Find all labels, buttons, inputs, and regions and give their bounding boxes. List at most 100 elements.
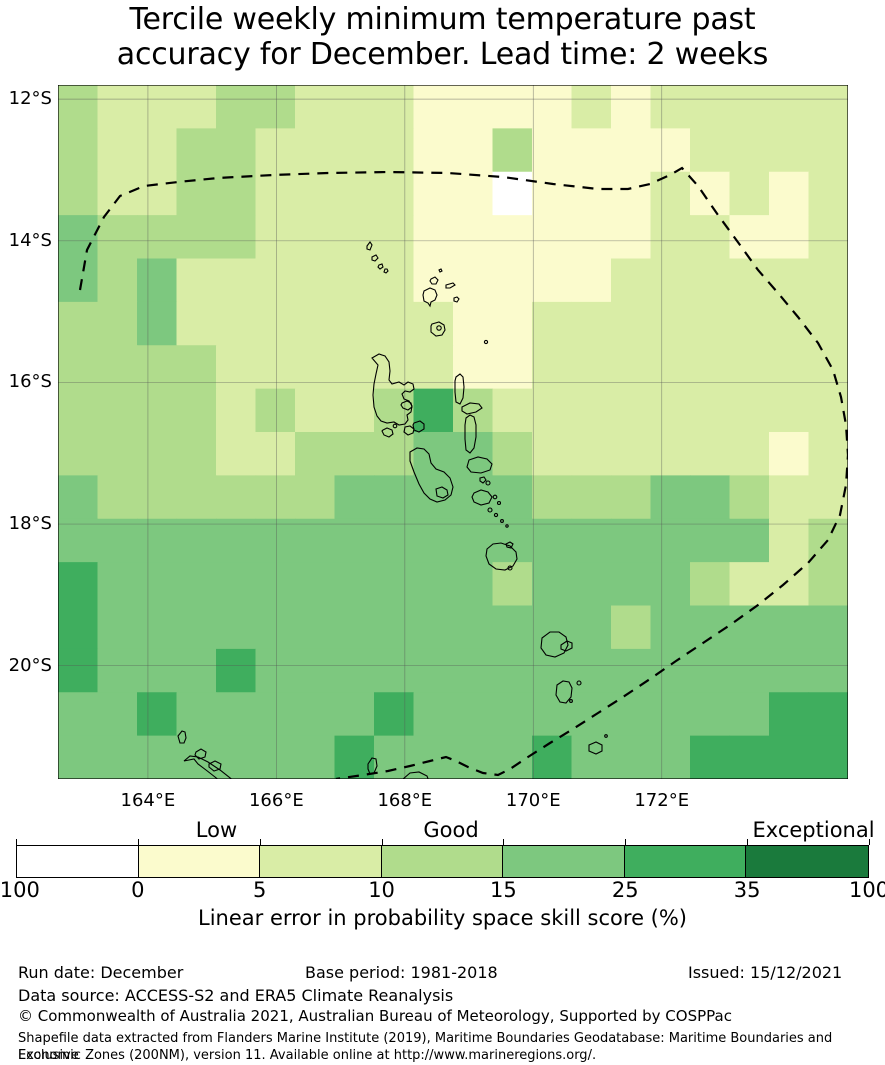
heatmap-cell (611, 85, 652, 129)
y-axis-tick-label: 20°S (8, 654, 52, 676)
heatmap-cell (492, 692, 533, 737)
heatmap-cell (255, 648, 296, 693)
heatmap-cell (650, 301, 691, 346)
heatmap-cell (413, 85, 454, 129)
heatmap-cell (532, 475, 573, 520)
map-svg (58, 85, 848, 779)
heatmap-cell (808, 692, 848, 737)
heatmap-cell (413, 128, 454, 173)
heatmap-cell (374, 432, 415, 476)
heatmap-cell (137, 518, 178, 563)
heatmap-cell (690, 475, 731, 520)
chart-title-line-2: accuracy for December. Lead time: 2 week… (116, 37, 769, 72)
heatmap-cell (216, 735, 257, 779)
heatmap-cell (295, 345, 336, 390)
heatmap-cell (255, 85, 296, 129)
heatmap-cell (690, 85, 731, 129)
heatmap-cell (808, 128, 848, 173)
heatmap-cell (729, 258, 770, 303)
heatmap-cell (769, 648, 810, 693)
heatmap-cell (571, 301, 612, 346)
footer-shapefile-line-1: Shapefile data extracted from Flanders M… (18, 1031, 833, 1063)
heatmap-cell (492, 605, 533, 650)
heatmap-cell (413, 648, 454, 693)
colorbar-tickmark (503, 839, 505, 845)
heatmap-cell (650, 85, 691, 129)
heatmap-cell (255, 258, 296, 303)
heatmap-cell (334, 128, 375, 173)
heatmap-cell (216, 215, 257, 260)
heatmap-cell (374, 171, 415, 216)
heatmap-cell (492, 388, 533, 433)
heatmap-cell (650, 215, 691, 260)
heatmap-cell (374, 215, 415, 260)
heatmap-cell (97, 258, 138, 303)
heatmap-cell (808, 85, 848, 129)
heatmap-cell (808, 648, 848, 693)
heatmap-cell (808, 605, 848, 650)
heatmap-cell (532, 518, 573, 563)
heatmap-cell (334, 692, 375, 737)
heatmap-cell (532, 345, 573, 390)
heatmap-cell (571, 518, 612, 563)
heatmap-cell (453, 128, 494, 173)
heatmap-cell (571, 388, 612, 433)
heatmap-cell (650, 735, 691, 779)
heatmap-cell (808, 388, 848, 433)
heatmap-cell (216, 85, 257, 129)
heatmap-cell (690, 735, 731, 779)
heatmap-cell (571, 735, 612, 779)
heatmap-cell (453, 562, 494, 607)
colorbar-tickmark (869, 839, 870, 845)
heatmap-cell (453, 692, 494, 737)
heatmap-cell (137, 128, 178, 173)
heatmap-cell (58, 692, 99, 737)
heatmap-cell (532, 605, 573, 650)
heatmap-cell (453, 735, 494, 779)
heatmap-cell (58, 605, 99, 650)
heatmap-cell (453, 301, 494, 346)
colorbar-tick-label: 10 (368, 878, 395, 902)
heatmap-cell (492, 735, 533, 779)
heatmap-cell (97, 85, 138, 129)
heatmap-cell (176, 301, 217, 346)
heatmap-cell (97, 301, 138, 346)
heatmap-cell (334, 171, 375, 216)
heatmap-cell (413, 258, 454, 303)
colorbar-segment (624, 846, 747, 877)
footer-copyright: © Commonwealth of Australia 2021, Austra… (18, 1007, 732, 1025)
heatmap-cell (216, 648, 257, 693)
heatmap-cell (492, 518, 533, 563)
heatmap-cell (453, 475, 494, 520)
colorbar-tick-label: 35 (733, 878, 761, 902)
heatmap-cell (611, 301, 652, 346)
heatmap-cell (611, 518, 652, 563)
heatmap-cell (611, 215, 652, 260)
heatmap-cell (690, 345, 731, 390)
heatmap-cell (255, 345, 296, 390)
heatmap-cell (492, 432, 533, 476)
heatmap-cell (413, 562, 454, 607)
heatmap-cell (413, 171, 454, 216)
heatmap-cell (137, 475, 178, 520)
heatmap-cell (295, 258, 336, 303)
heatmap-cell (453, 171, 494, 216)
heatmap-cell (176, 128, 217, 173)
heatmap-cell (532, 301, 573, 346)
heatmap-cell (216, 562, 257, 607)
heatmap-cell (650, 475, 691, 520)
heatmap-cell (690, 128, 731, 173)
heatmap-cell (137, 692, 178, 737)
x-axis-tick-label: 168°E (377, 790, 433, 811)
heatmap-cell (374, 562, 415, 607)
heatmap-cell (532, 85, 573, 129)
heatmap-cell (374, 518, 415, 563)
heatmap-cell (690, 518, 731, 563)
y-axis-tick-label: 16°S (8, 371, 52, 393)
heatmap-cells (58, 85, 848, 779)
heatmap-cell (571, 85, 612, 129)
heatmap-cell (532, 258, 573, 303)
heatmap-cell (374, 475, 415, 520)
heatmap-cell (492, 301, 533, 346)
heatmap-cell (808, 171, 848, 216)
